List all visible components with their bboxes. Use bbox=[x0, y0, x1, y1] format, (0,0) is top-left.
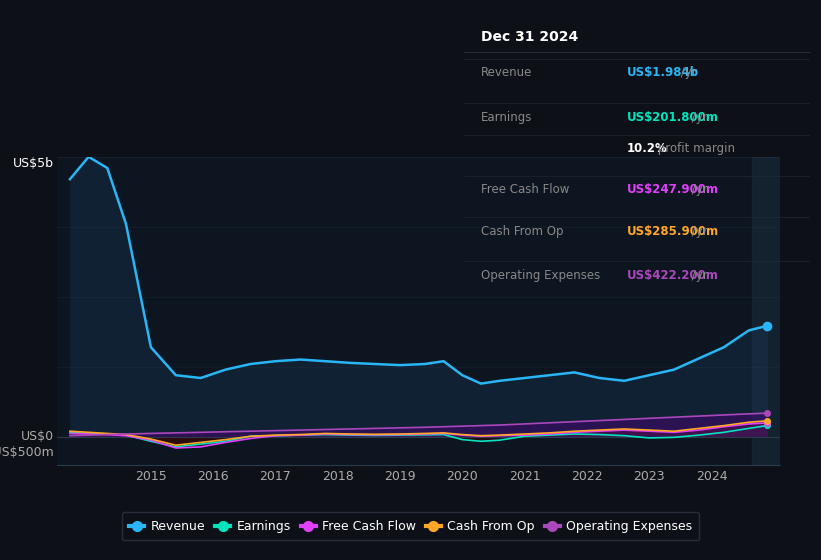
Text: US$247.900m: US$247.900m bbox=[626, 184, 718, 197]
Legend: Revenue, Earnings, Free Cash Flow, Cash From Op, Operating Expenses: Revenue, Earnings, Free Cash Flow, Cash … bbox=[122, 512, 699, 540]
Text: /yr: /yr bbox=[688, 269, 708, 282]
Text: Free Cash Flow: Free Cash Flow bbox=[481, 184, 570, 197]
Text: Earnings: Earnings bbox=[481, 111, 533, 124]
Text: US$201.800m: US$201.800m bbox=[626, 111, 718, 124]
Text: Cash From Op: Cash From Op bbox=[481, 225, 564, 237]
Text: US$422.200m: US$422.200m bbox=[626, 269, 718, 282]
Text: /yr: /yr bbox=[688, 111, 708, 124]
Text: US$1.984b: US$1.984b bbox=[626, 67, 699, 80]
Text: profit margin: profit margin bbox=[654, 142, 736, 155]
Text: Operating Expenses: Operating Expenses bbox=[481, 269, 600, 282]
Text: /yr: /yr bbox=[677, 67, 696, 80]
Text: 10.2%: 10.2% bbox=[626, 142, 667, 155]
Text: -US$500m: -US$500m bbox=[0, 446, 54, 459]
Text: US$0: US$0 bbox=[21, 430, 54, 444]
Text: Dec 31 2024: Dec 31 2024 bbox=[481, 30, 579, 44]
Text: /yr: /yr bbox=[688, 184, 708, 197]
Bar bbox=[752, 157, 780, 465]
Text: Revenue: Revenue bbox=[481, 67, 533, 80]
Text: US$5b: US$5b bbox=[13, 157, 54, 170]
Text: /yr: /yr bbox=[688, 225, 708, 237]
Text: US$285.900m: US$285.900m bbox=[626, 225, 719, 237]
